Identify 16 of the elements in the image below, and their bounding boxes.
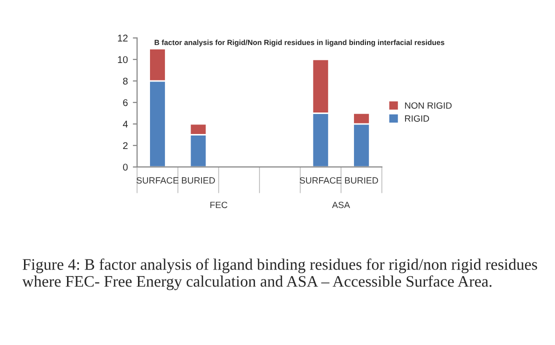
- y-tick-label: 10: [118, 56, 128, 64]
- text: ASA: [332, 202, 350, 208]
- text: FEC: [210, 202, 228, 208]
- y-tick-label: 6: [123, 99, 128, 106]
- y-tick-label: 12: [118, 34, 128, 42]
- y-tick-label: 2: [123, 142, 128, 149]
- x-tick-label: SURFACE: [136, 177, 178, 184]
- x-tick-label: BURIED: [182, 177, 215, 184]
- caption: Figure 4: B factor analysis of ligand binding residues for rigid/non rigid residues where FEC- Free Energy calculation and ASA – Accessible Surface Area.: [22, 258, 538, 290]
- y-tick-label: 0: [123, 164, 128, 171]
- y-tick-label: 8: [123, 78, 128, 85]
- x-tick-label: BURIED: [345, 177, 378, 184]
- x-tick-label: SURFACE: [300, 177, 342, 184]
- y-tick-label: 4: [122, 120, 128, 128]
- legend-label: RIGID: [405, 115, 430, 122]
- legend-label: NON RIGID: [405, 102, 452, 109]
